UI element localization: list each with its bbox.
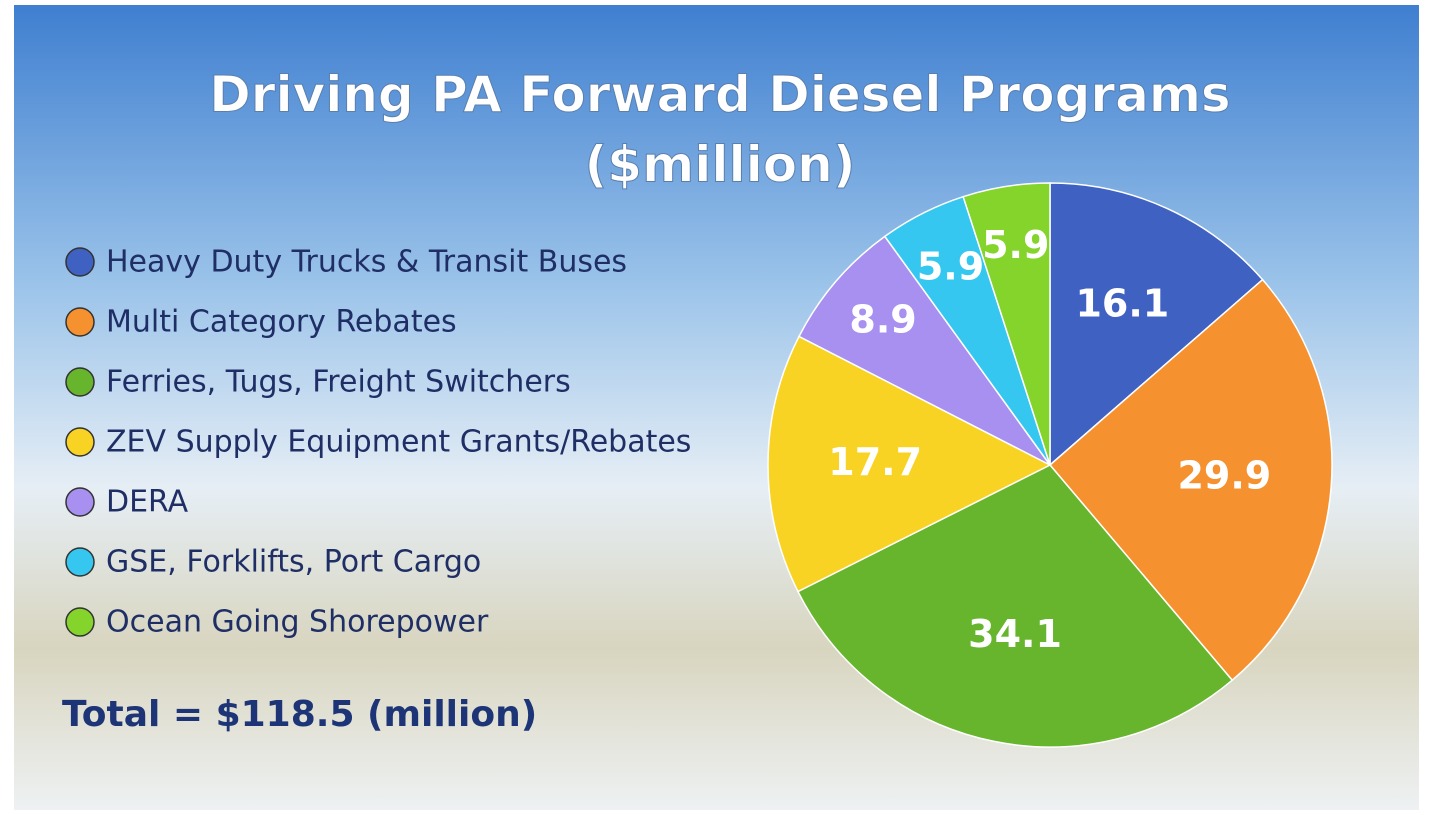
- chart-subtitle: ($million): [584, 136, 855, 194]
- legend-swatch: [66, 488, 94, 516]
- legend-swatch: [66, 608, 94, 636]
- legend-label: Ferries, Tugs, Freight Switchers: [106, 365, 571, 400]
- legend-label: GSE, Forklifts, Port Cargo: [106, 545, 481, 580]
- slice-label: 8.9: [849, 297, 916, 341]
- slice-label: 34.1: [968, 612, 1062, 656]
- legend-swatch: [66, 428, 94, 456]
- legend-label: ZEV Supply Equipment Grants/Rebates: [106, 425, 691, 460]
- legend-swatch: [66, 248, 94, 276]
- legend-label: Multi Category Rebates: [106, 305, 457, 340]
- legend-label: DERA: [106, 485, 189, 520]
- slice-label: 16.1: [1075, 281, 1169, 325]
- total-note: Total = $118.5 (million): [62, 694, 537, 735]
- legend-label: Heavy Duty Trucks & Transit Buses: [106, 245, 627, 280]
- pie: 16.129.934.117.78.95.95.9: [768, 183, 1332, 747]
- chart-title: Driving PA Forward Diesel Programs: [209, 66, 1230, 124]
- slice-label: 5.9: [917, 244, 984, 288]
- legend-swatch: [66, 548, 94, 576]
- slice-label: 17.7: [828, 440, 922, 484]
- slice-label: 5.9: [982, 223, 1049, 267]
- legend-label: Ocean Going Shorepower: [106, 605, 489, 640]
- slide: Driving PA Forward Diesel Programs ($mil…: [0, 0, 1429, 815]
- legend-swatch: [66, 308, 94, 336]
- slice-label: 29.9: [1177, 454, 1271, 498]
- legend-swatch: [66, 368, 94, 396]
